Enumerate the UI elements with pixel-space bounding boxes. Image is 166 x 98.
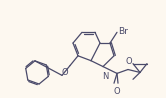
Text: O: O [61, 68, 68, 77]
Text: N: N [102, 72, 108, 81]
Text: O: O [114, 87, 120, 96]
Text: O: O [126, 57, 132, 66]
Text: Br: Br [118, 27, 128, 36]
